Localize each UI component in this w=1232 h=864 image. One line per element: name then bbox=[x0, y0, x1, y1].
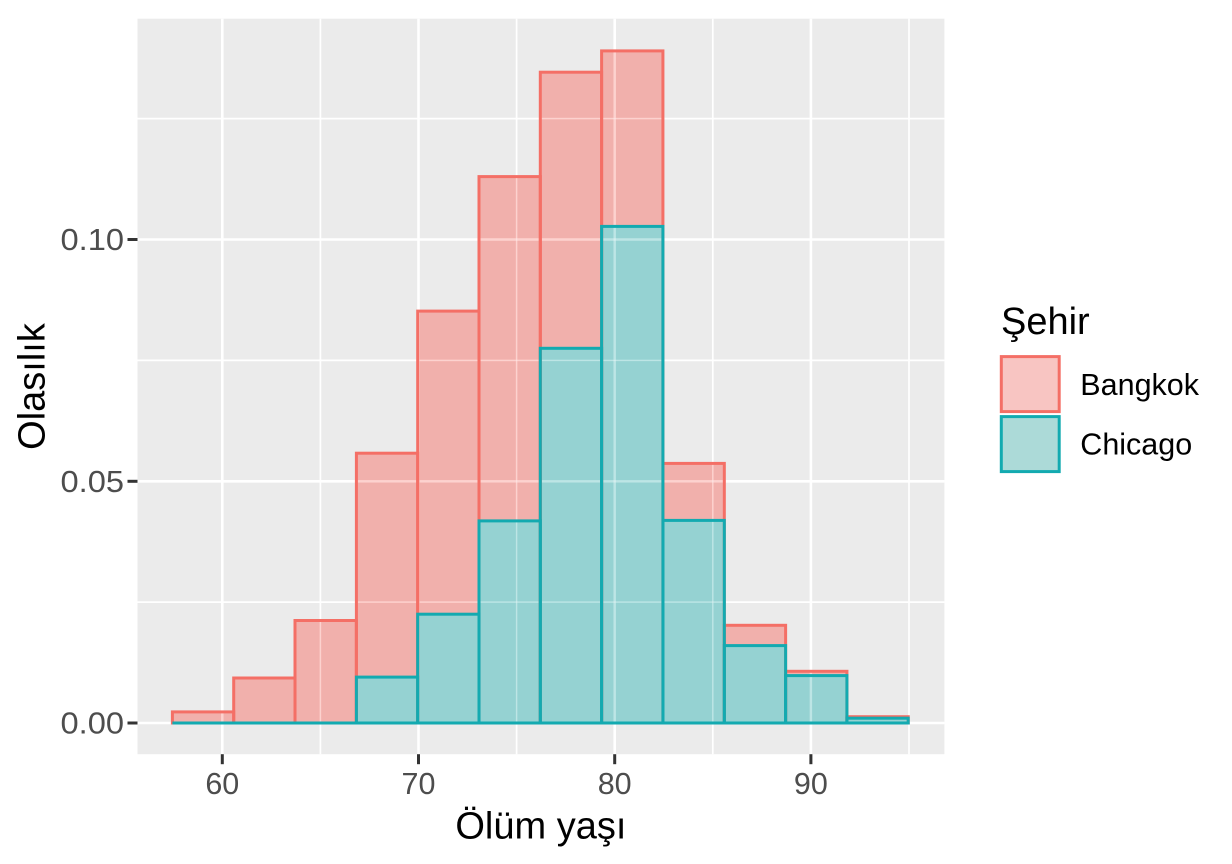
svg-text:Bangkok: Bangkok bbox=[1080, 368, 1199, 402]
svg-text:Şehir: Şehir bbox=[1001, 301, 1090, 343]
svg-text:0.05: 0.05 bbox=[61, 465, 125, 499]
svg-text:0.10: 0.10 bbox=[61, 223, 125, 257]
svg-text:Chicago: Chicago bbox=[1080, 427, 1192, 461]
svg-text:70: 70 bbox=[402, 767, 436, 801]
svg-text:Olasılık: Olasılık bbox=[12, 322, 54, 450]
svg-text:0.00: 0.00 bbox=[61, 707, 125, 741]
svg-text:90: 90 bbox=[794, 767, 828, 801]
svg-text:60: 60 bbox=[205, 767, 239, 801]
svg-text:Ölüm yaşı: Ölüm yaşı bbox=[455, 806, 626, 848]
svg-text:80: 80 bbox=[598, 767, 632, 801]
